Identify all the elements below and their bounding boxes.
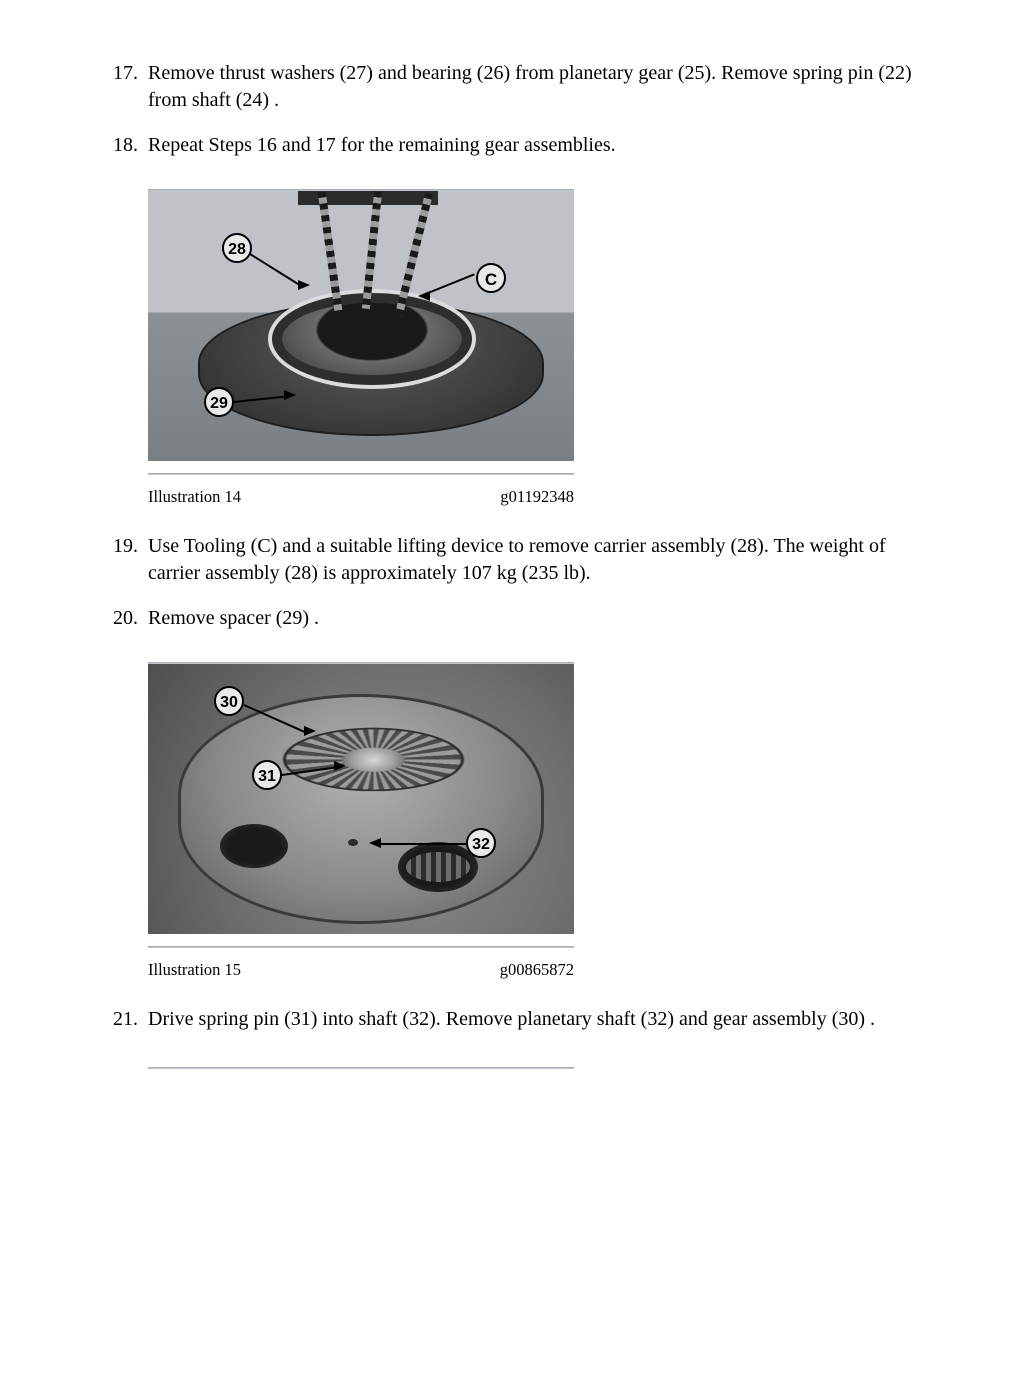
step-list: 21. Drive spring pin (31) into shaft (32… [100, 1006, 924, 1033]
callout-32-leader [379, 843, 467, 845]
figure-14-image: 28 C 29 [148, 191, 574, 461]
figure-15-label: Illustration 15 [148, 960, 241, 980]
step-text: Use Tooling (C) and a suitable lifting d… [148, 533, 924, 587]
figure-rule [148, 1067, 574, 1069]
step-text: Remove thrust washers (27) and bearing (… [148, 60, 924, 114]
step-list: 19. Use Tooling (C) and a suitable lifti… [100, 533, 924, 632]
step-text: Remove spacer (29) . [148, 605, 924, 632]
step-text: Drive spring pin (31) into shaft (32). R… [148, 1006, 924, 1033]
callout-32-arrow [369, 838, 381, 848]
figure-14-label: Illustration 14 [148, 487, 241, 507]
step-text: Repeat Steps 16 and 17 for the remaining… [148, 132, 924, 159]
step-number: 19. [100, 533, 148, 587]
figure-15-image: 30 31 32 [148, 664, 574, 934]
step-18: 18. Repeat Steps 16 and 17 for the remai… [100, 132, 924, 159]
callout-28: 28 [222, 233, 252, 263]
figure-15: 30 31 32 Illustration 15 g00865872 [148, 662, 574, 980]
figure-14: 28 C 29 Illustration 14 g01192348 [148, 189, 574, 507]
callout-28-arrow [298, 280, 310, 290]
callout-31: 31 [252, 760, 282, 790]
figure-rule [148, 946, 574, 948]
step-list: 17. Remove thrust washers (27) and beari… [100, 60, 924, 159]
callout-29-arrow [284, 390, 296, 400]
figure-15-code: g00865872 [500, 960, 574, 980]
callout-30-arrow [304, 726, 316, 736]
step-21: 21. Drive spring pin (31) into shaft (32… [100, 1006, 924, 1033]
callout-30: 30 [214, 686, 244, 716]
step-19: 19. Use Tooling (C) and a suitable lifti… [100, 533, 924, 587]
step-number: 21. [100, 1006, 148, 1033]
callout-29: 29 [204, 387, 234, 417]
step-17: 17. Remove thrust washers (27) and beari… [100, 60, 924, 114]
figure-next-top [148, 1067, 574, 1069]
step-number: 20. [100, 605, 148, 632]
callout-31-arrow [334, 761, 346, 771]
step-20: 20. Remove spacer (29) . [100, 605, 924, 632]
step-number: 18. [100, 132, 148, 159]
callout-32: 32 [466, 828, 496, 858]
step-number: 17. [100, 60, 148, 114]
page: 17. Remove thrust washers (27) and beari… [0, 0, 1024, 1400]
callout-c: C [476, 263, 506, 293]
figure-14-code: g01192348 [500, 487, 574, 507]
callout-c-arrow [418, 291, 430, 301]
figure-rule [148, 473, 574, 475]
figure-15-caption: Illustration 15 g00865872 [148, 960, 574, 980]
figure-14-caption: Illustration 14 g01192348 [148, 487, 574, 507]
